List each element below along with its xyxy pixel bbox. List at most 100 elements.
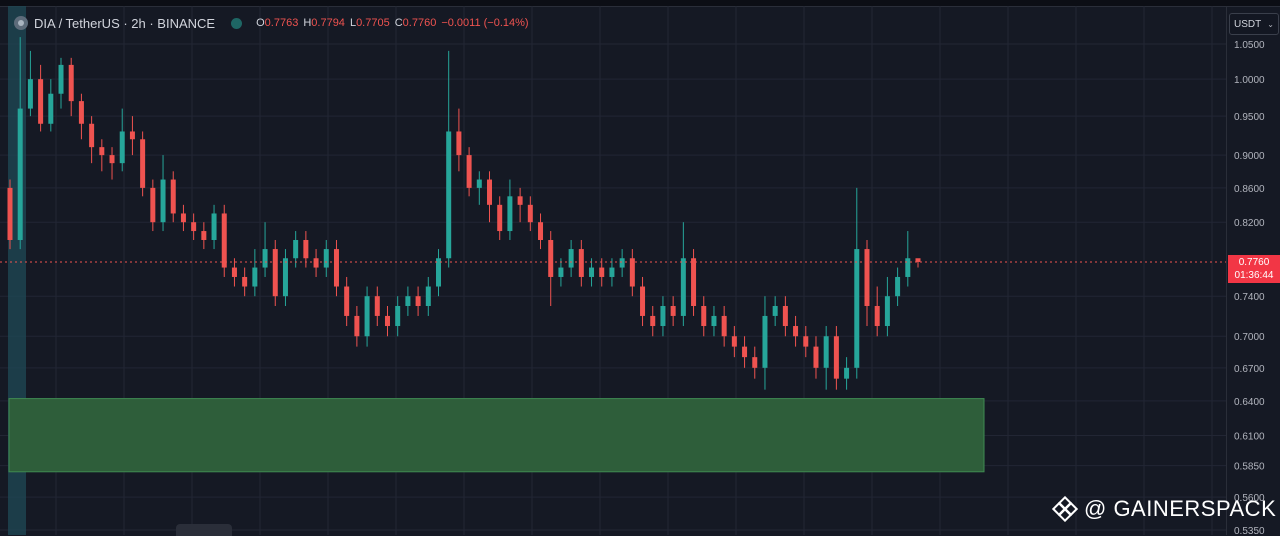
candle-body <box>466 155 472 188</box>
y-axis-tick-label: 0.8200 <box>1234 218 1265 229</box>
market-status-icon[interactable] <box>231 17 243 29</box>
candle-body <box>180 213 186 223</box>
candle-body <box>221 213 227 268</box>
candle-body <box>109 155 115 164</box>
candle-body <box>119 131 125 164</box>
candle-body <box>752 357 758 368</box>
candle-body <box>262 249 268 268</box>
candle-body <box>354 315 360 337</box>
candle-body <box>99 147 105 156</box>
symbol-logo-icon <box>14 16 28 30</box>
candle-body <box>38 79 44 124</box>
candle-body <box>619 258 625 268</box>
candle-body <box>660 306 666 327</box>
y-axis-tick-label: 1.0000 <box>1234 75 1265 86</box>
candle-body <box>211 213 217 241</box>
candle-body <box>793 326 799 337</box>
chevron-down-icon: ⌄ <box>1267 19 1274 29</box>
candle-body <box>823 336 829 368</box>
candle-body <box>272 249 278 297</box>
binance-logo-icon <box>1052 496 1078 522</box>
candle-body <box>527 204 533 223</box>
candle-body <box>58 64 64 94</box>
candle-body <box>435 258 441 287</box>
candle-body <box>293 240 299 259</box>
currency-button[interactable]: USDT ⌄ <box>1229 13 1279 35</box>
y-axis-tick-label: 0.6100 <box>1234 431 1265 442</box>
y-axis-tick-label: 0.5600 <box>1234 493 1265 504</box>
candle-body <box>170 179 176 214</box>
candle-body <box>27 79 33 109</box>
candle-body <box>282 258 288 297</box>
y-axis-tick-label: 0.7400 <box>1234 292 1265 303</box>
candle-body <box>803 336 809 347</box>
candle-body <box>599 267 605 277</box>
y-axis-tick-label: 0.7000 <box>1234 332 1265 343</box>
candle-body <box>456 131 462 156</box>
last-price-value: 0.7760 <box>1238 257 1270 268</box>
candle-body <box>721 315 727 337</box>
candle-body <box>405 296 411 307</box>
candle-body <box>374 296 380 316</box>
candle-body <box>507 196 513 232</box>
candle-body <box>48 93 54 124</box>
candle-body <box>772 306 778 316</box>
candle-body <box>497 204 503 232</box>
candle-body <box>517 196 523 205</box>
symbol-title[interactable]: DIA / TetherUS · 2h · BINANCE <box>34 15 216 31</box>
candle-body <box>905 258 911 277</box>
candle-body <box>89 123 95 148</box>
candle-body <box>895 276 901 297</box>
candle-body <box>609 267 615 277</box>
candle-body <box>78 101 84 124</box>
candle-body <box>874 306 880 327</box>
candle-body <box>548 240 554 277</box>
y-axis-tick-label: 0.9500 <box>1234 112 1265 123</box>
candle-body <box>487 179 493 205</box>
candle-body <box>568 249 574 268</box>
candle-body <box>640 286 646 316</box>
candle-body <box>7 187 13 241</box>
candle-body <box>364 296 370 337</box>
support-zone <box>8 398 985 473</box>
candle-body <box>578 249 584 277</box>
candle-body <box>731 336 737 347</box>
y-axis-tick-label: 0.8600 <box>1234 184 1265 195</box>
candle-body <box>864 249 870 307</box>
watermark: @ GAINERSPACK <box>1052 492 1276 526</box>
y-axis-tick-label: 0.9000 <box>1234 151 1265 162</box>
candle-body <box>711 315 717 327</box>
ohlc-open: O0.7763 <box>256 17 299 29</box>
y-axis-tick-label: 1.0500 <box>1234 40 1265 51</box>
ohlc-low: L0.7705 <box>349 17 390 29</box>
candle-body <box>670 306 676 316</box>
candle-body <box>629 258 635 287</box>
candle-body <box>701 306 707 327</box>
y-axis-tick-label: 0.6700 <box>1234 364 1265 375</box>
candle-body <box>313 258 319 268</box>
candle-body <box>191 222 197 232</box>
price-change: −0.0011 (−0.14%) <box>441 17 529 29</box>
candle-body <box>446 131 452 259</box>
candle-body <box>915 258 921 262</box>
candle-body <box>782 306 788 327</box>
ohlc-high: H0.7794 <box>303 17 345 29</box>
candle-body <box>333 249 339 287</box>
candle-body <box>150 187 156 223</box>
candle-body <box>558 267 564 277</box>
top-border <box>0 0 1280 7</box>
tooltip-stub <box>176 524 232 536</box>
candle-body <box>650 315 656 327</box>
candle-body <box>854 249 860 368</box>
candle-body <box>323 249 329 268</box>
candle-body <box>425 286 431 307</box>
candle-body <box>242 276 248 287</box>
bar-countdown: 01:36:44 <box>1234 270 1274 281</box>
candle-body <box>844 367 850 379</box>
candle-body <box>129 131 135 140</box>
watermark-text: @ GAINERSPACK <box>1084 496 1277 521</box>
y-axis-tick-label: 0.6400 <box>1234 397 1265 408</box>
candle-body <box>231 267 237 277</box>
candle-body <box>762 315 768 368</box>
